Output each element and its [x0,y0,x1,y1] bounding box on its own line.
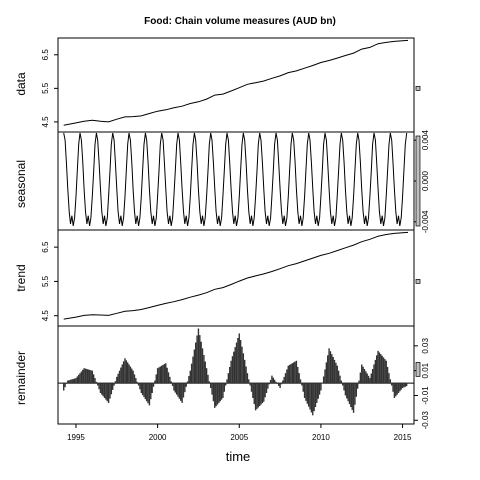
x-axis: 1995 2000 2005 2010 2015 [67,424,412,442]
seasonal-y-tick-label: 0.004 [421,130,430,151]
remainder-range-bar [415,362,421,377]
y-axis-label-remainder: remainder [14,351,28,405]
trend-y-tick-label: 6.5 [41,241,50,253]
data-y-tick-label: 6.5 [41,49,50,61]
data-frame [57,37,415,133]
remainder-y-tick-label: 0.01 [421,362,430,378]
data-panel: 4.5 5.5 6.5 [41,37,421,133]
x-tick-label: 2005 [230,433,248,442]
chart-title: Food: Chain volume measures (AUD bn) [144,16,336,27]
seasonal-line [63,132,408,226]
x-axis-label: time [226,449,251,464]
x-tick-label: 2000 [149,433,167,442]
y-axis-label-trend: trend [14,264,28,291]
remainder-frame [57,325,415,425]
remainder-panel: -0.03 -0.01 0.01 0.03 [57,325,430,430]
seasonal-y-tick-label: -0.004 [421,210,430,233]
data-range-bar [415,86,421,91]
seasonal-range-bar [415,135,421,227]
y-axis-label-data: data [14,72,28,96]
x-tick-label: 1995 [67,433,85,442]
data-y-tick-label: 5.5 [41,82,50,94]
trend-range-bar [415,279,421,284]
x-tick-label: 2010 [312,433,330,442]
trend-y-tick-label: 4.5 [41,310,50,322]
trend-line [63,231,409,320]
seasonal-y-tick-label: 0.000 [421,170,430,191]
y-axis-label-seasonal: seasonal [14,160,28,208]
seasonal-panel: -0.004 0.000 0.004 [57,130,430,233]
remainder-y-tick-label: -0.03 [421,411,430,430]
data-line [63,39,409,126]
remainder-y-tick-label: -0.01 [421,386,430,405]
data-y-tick-label: 4.5 [41,116,50,128]
remainder-y-tick-label: 0.03 [421,338,430,354]
trend-y-tick-label: 5.5 [41,275,50,287]
trend-panel: 4.5 5.5 6.5 [41,229,421,327]
x-tick-label: 2015 [394,433,412,442]
trend-frame [57,229,415,327]
